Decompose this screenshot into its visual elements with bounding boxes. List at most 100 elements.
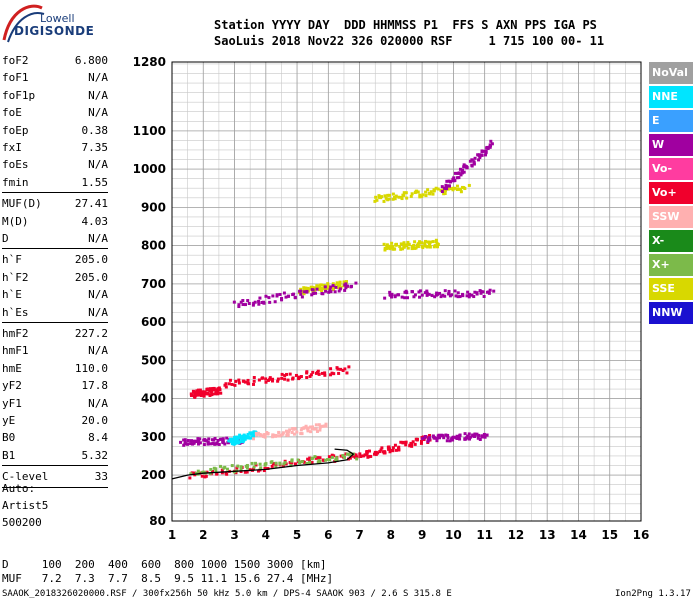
echo-point: [416, 190, 420, 194]
echo-point: [408, 444, 412, 448]
echo-point: [237, 303, 241, 307]
echo-point: [329, 373, 333, 377]
echo-point: [239, 300, 243, 304]
echo-point: [251, 431, 255, 435]
param-value: 6.800: [74, 54, 108, 67]
echo-point: [427, 292, 431, 296]
echo-point: [442, 436, 446, 440]
echo-point: [397, 446, 401, 450]
echo-point: [179, 440, 183, 444]
legend-item-noval: NoVal: [649, 62, 693, 84]
echo-point: [487, 291, 491, 295]
echo-point: [243, 303, 247, 307]
echo-point: [421, 437, 425, 441]
param-label: B0: [2, 431, 16, 445]
echo-point: [321, 424, 325, 428]
legend-item-ssw: SSW: [649, 206, 693, 228]
y-tick-label: 1280: [133, 55, 166, 69]
echo-point: [472, 295, 476, 299]
echo-point: [200, 470, 204, 474]
echo-point: [418, 241, 422, 245]
echo-point: [302, 426, 306, 430]
echo-point: [470, 158, 474, 162]
echo-point: [410, 442, 414, 446]
echo-point: [390, 295, 394, 299]
echo-point: [480, 435, 484, 439]
echo-point: [245, 466, 249, 470]
echo-point: [276, 377, 280, 381]
echo-point: [378, 450, 382, 454]
echo-point: [305, 376, 309, 380]
echo-point: [388, 290, 392, 294]
echo-point: [204, 474, 208, 478]
echo-point: [423, 291, 427, 295]
echo-point: [444, 184, 448, 188]
echo-point: [249, 432, 253, 436]
echo-point: [241, 299, 245, 303]
echo-point: [383, 194, 387, 198]
y-tick-label: 900: [141, 200, 166, 214]
echo-point: [355, 455, 359, 459]
echo-point: [373, 199, 377, 203]
echo-point: [251, 435, 255, 439]
echo-point: [484, 149, 488, 153]
echo-point: [308, 458, 312, 462]
echo-point: [422, 438, 426, 442]
echo-point: [490, 142, 494, 146]
echo-point: [383, 296, 387, 300]
echo-point: [214, 390, 218, 394]
echo-point: [386, 198, 390, 202]
echo-point: [390, 448, 394, 452]
echo-point: [458, 433, 462, 437]
echo-point: [292, 432, 296, 436]
x-tick-label: 4: [262, 528, 270, 542]
echo-point: [413, 240, 417, 244]
echo-point: [459, 173, 463, 177]
param-row: foE N/A: [2, 104, 108, 122]
echo-point: [210, 469, 214, 473]
echo-point: [432, 245, 436, 249]
echo-point: [287, 294, 291, 298]
echo-point: [246, 435, 250, 439]
legend-item-vo: Vo-: [649, 158, 693, 180]
echo-point: [311, 370, 315, 374]
echo-point: [421, 193, 425, 197]
echo-point: [286, 378, 290, 382]
echo-point: [318, 456, 322, 460]
echo-point: [424, 194, 428, 198]
param-row: foEp 0.38: [2, 122, 108, 140]
echo-point: [418, 195, 422, 199]
param-label: yE: [2, 414, 16, 427]
echo-point: [224, 385, 228, 389]
echo-point: [316, 456, 320, 460]
echo-point: [420, 241, 424, 245]
y-tick-label: 700: [141, 277, 166, 291]
echo-point: [404, 443, 408, 447]
echo-point: [471, 433, 475, 437]
echo-point: [388, 193, 392, 197]
echo-point: [196, 393, 200, 397]
echo-point: [238, 440, 242, 444]
param-row: h`E N/A: [2, 286, 108, 304]
echo-point: [458, 295, 462, 299]
echo-point: [418, 295, 422, 299]
echo-point: [414, 246, 418, 250]
echo-point: [443, 188, 447, 192]
echo-point: [463, 432, 467, 436]
echo-point: [247, 382, 251, 386]
echo-point: [183, 440, 187, 444]
echo-point: [314, 456, 318, 460]
echo-point: [215, 472, 219, 476]
echo-point: [318, 460, 322, 464]
echo-point: [293, 426, 297, 430]
echo-point: [231, 437, 235, 441]
echo-point: [392, 247, 396, 251]
echo-point: [239, 465, 243, 469]
echo-point: [186, 442, 190, 446]
echo-point: [245, 463, 249, 467]
echo-point: [306, 429, 310, 433]
echo-point: [455, 184, 459, 188]
echo-point: [449, 187, 453, 191]
param-row: B0 8.4: [2, 429, 108, 447]
echo-point: [374, 195, 378, 199]
